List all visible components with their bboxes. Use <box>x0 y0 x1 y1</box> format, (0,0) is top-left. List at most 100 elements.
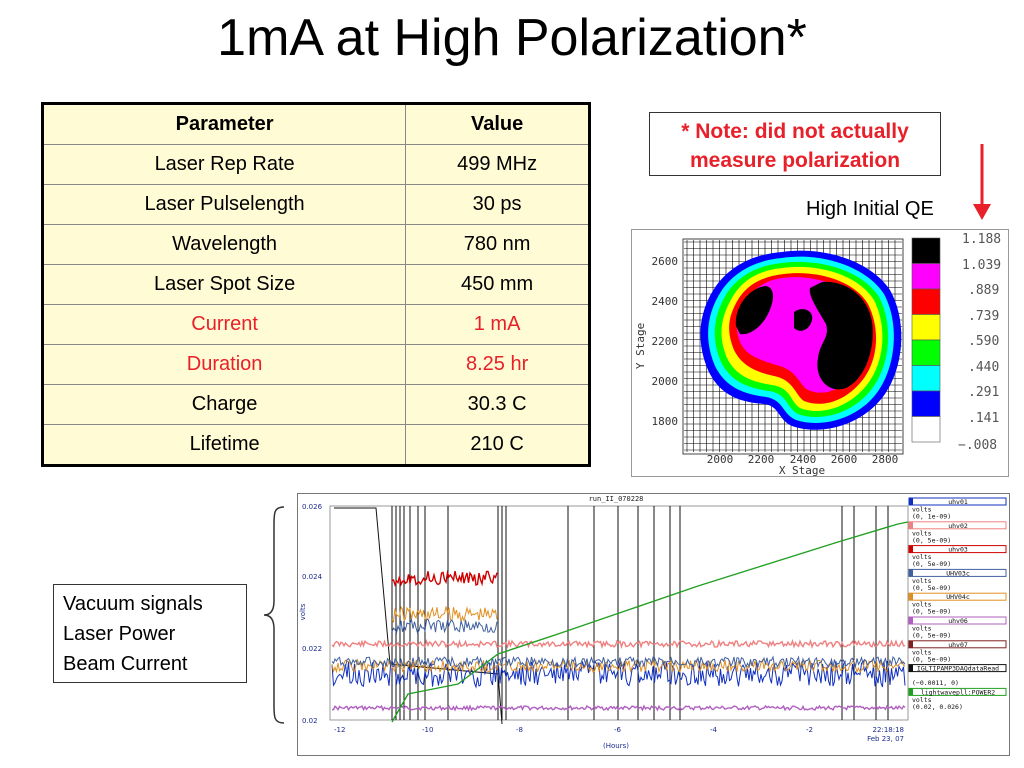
note-line-2: measure polarization <box>689 149 901 172</box>
scope-y-tick: 0.022 <box>302 645 322 653</box>
scope-legend-units: volts <box>912 577 932 585</box>
scope-x-tick: -4 <box>710 726 718 734</box>
row-parameter: Current <box>41 304 407 345</box>
row-parameter: Laser Pulselength <box>41 184 407 225</box>
scope-x-axis-label: (Hours) <box>603 742 629 750</box>
header-parameter: Parameter <box>41 103 407 145</box>
table-row: Charge 30.3 C <box>41 384 590 425</box>
scope-x-tick: -8 <box>516 726 523 734</box>
qe-scale-label: .291 <box>968 385 999 400</box>
qe-x-axis-label: X Stage <box>779 464 825 476</box>
scope-trace-uhv03 <box>391 570 498 587</box>
qe-scale-swatch <box>911 339 941 366</box>
table-row: Wavelength 780 nm <box>41 224 590 265</box>
qe-scale-label: .739 <box>968 309 999 324</box>
qe-scale-swatch <box>911 314 941 341</box>
row-value: 30 ps <box>405 184 590 225</box>
scope-trace-uhv03c <box>331 655 906 669</box>
table-header-row: Parameter Value <box>41 103 590 145</box>
scope-legend-color <box>909 593 913 601</box>
row-parameter: Lifetime <box>41 424 407 466</box>
scope-legend-range: (0, 5e-09) <box>912 536 951 544</box>
scope-legend-name: uhv02 <box>948 522 968 530</box>
qe-scale-swatch <box>911 288 941 315</box>
qe-y-tick: 2600 <box>652 255 679 268</box>
qe-y-tick: 2400 <box>652 295 679 308</box>
row-parameter: Wavelength <box>41 224 407 265</box>
scope-x-tick: -2 <box>806 726 813 734</box>
signals-line-2: Laser Power <box>63 623 176 645</box>
qe-y-tick: 2200 <box>652 335 679 348</box>
curly-brace-icon <box>263 506 285 724</box>
qe-scale-label: .141 <box>968 411 999 426</box>
row-value: 1 mA <box>405 304 590 345</box>
row-parameter: Charge <box>41 384 407 425</box>
qe-label: High Initial QE <box>806 198 934 220</box>
row-parameter: Laser Spot Size <box>41 264 407 305</box>
scope-legend-color <box>909 664 913 672</box>
scope-legend-range: (0, 5e-09) <box>912 655 951 663</box>
scope-x-tick: -10 <box>422 726 433 734</box>
scope-trace-uhv03c-high <box>391 618 498 635</box>
note-line-1: * Note: did not actually <box>681 120 909 143</box>
scope-legend-color <box>909 640 913 648</box>
qe-y-axis-label: Y Stage <box>634 323 647 369</box>
scope-legend-units: volts <box>912 625 932 633</box>
scope-legend-range: (0.02, 0.026) <box>912 703 963 711</box>
qe-scale-swatch <box>911 237 941 264</box>
qe-scale-label: .590 <box>968 334 999 349</box>
table-row: Laser Pulselength 30 ps <box>41 184 590 225</box>
scope-legend-name: UHV03c <box>946 569 970 577</box>
scope-legend-range: (0, 5e-09) <box>912 584 951 592</box>
signals-line-3: Beam Current <box>63 653 188 675</box>
qe-map-panel: 2600 2400 2200 2000 1800 2000 2200 2400 … <box>631 229 1009 477</box>
qe-scale-swatch <box>911 365 941 392</box>
scope-legend-units: volts <box>912 648 932 656</box>
row-value: 30.3 C <box>405 384 590 425</box>
scope-legend-range: (0, 5e-09) <box>912 608 951 616</box>
scope-date: Feb 23, 07 <box>867 735 904 743</box>
qe-x-tick: 2600 <box>831 453 858 466</box>
scope-y-axis-label: volts <box>299 603 307 620</box>
down-arrow-icon <box>973 144 991 220</box>
signals-line-1: Vacuum signals <box>63 593 203 615</box>
scope-trace-uhv04c-high <box>391 605 498 624</box>
qe-x-tick: 2200 <box>748 453 775 466</box>
qe-scale-swatch <box>911 390 941 417</box>
qe-scale-label: .440 <box>968 360 999 375</box>
scope-y-tick: 0.024 <box>302 573 323 581</box>
scope-y-tick: 0.02 <box>302 717 318 725</box>
scope-panel: run_II_070228 0.026 0.024 0.022 0.02 vol… <box>297 493 1010 756</box>
qe-zone-black-3 <box>794 309 813 331</box>
scope-legend-units: volts <box>912 601 932 609</box>
parameter-table: Parameter Value Laser Rep Rate 499 MHz L… <box>41 102 591 467</box>
qe-scale-label: .889 <box>968 283 999 298</box>
scope-legend-color <box>909 498 913 505</box>
scope-trace-uhv02 <box>331 638 906 650</box>
row-value: 450 mm <box>405 264 590 305</box>
row-parameter: Duration <box>41 344 407 385</box>
row-value: 499 MHz <box>405 144 590 185</box>
scope-legend-range: (−0.0011, 0) <box>912 679 959 687</box>
qe-scale-label: 1.039 <box>962 258 1001 273</box>
scope-legend-name: IGLTIPAMP3DAQdataRead <box>917 665 999 673</box>
qe-scale-swatch <box>911 263 941 290</box>
scope-trace-daq <box>334 507 503 725</box>
scope-legend-name: uhv03 <box>948 546 968 554</box>
scope-timestamp: 22:18:18 <box>873 726 904 734</box>
scope-legend-range: (0, 5e-09) <box>912 560 951 568</box>
scope-legend-units: volts <box>912 529 932 537</box>
header-value: Value <box>405 103 590 145</box>
scope-x-tick: -12 <box>334 726 345 734</box>
qe-x-tick: 2400 <box>790 453 817 466</box>
scope-legend-range: (0, 5e-09) <box>912 632 951 640</box>
scope-y-tick: 0.026 <box>302 503 323 511</box>
qe-map-svg: 2600 2400 2200 2000 1800 2000 2200 2400 … <box>634 232 1001 477</box>
scope-x-tick: -6 <box>614 726 622 734</box>
scope-traces <box>331 506 909 725</box>
qe-zone-black-2 <box>809 281 873 390</box>
scope-legend-name: uhv01 <box>948 498 968 506</box>
scope-legend-color <box>909 688 913 696</box>
scope-legend-color <box>909 521 913 529</box>
